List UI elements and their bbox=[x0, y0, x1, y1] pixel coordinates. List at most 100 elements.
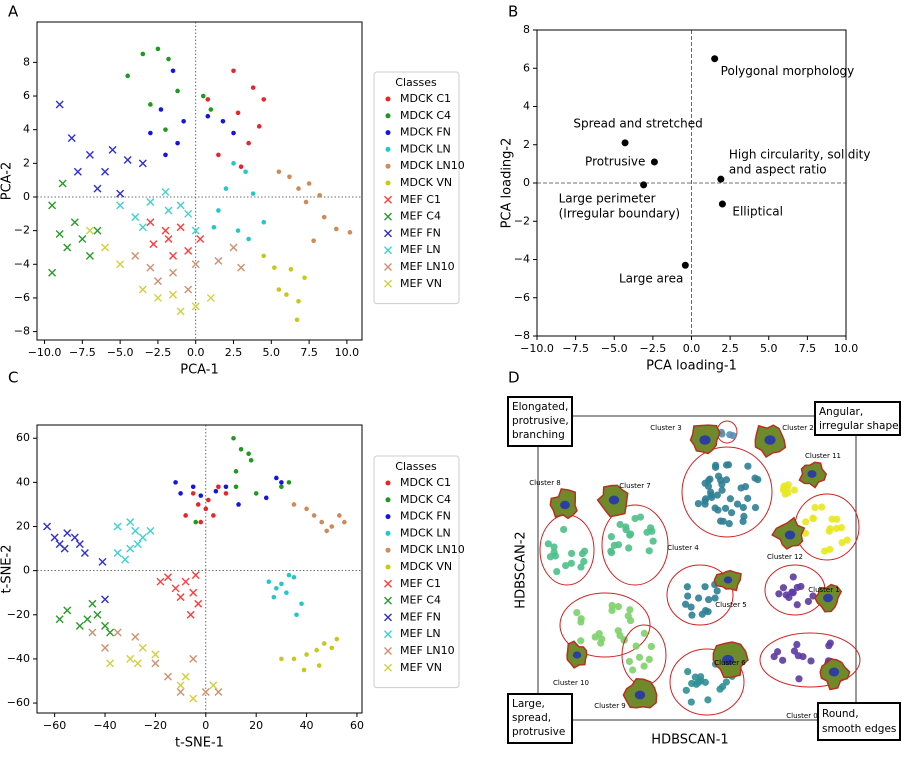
point bbox=[126, 544, 135, 553]
point bbox=[321, 641, 327, 646]
point bbox=[113, 522, 122, 531]
x-tick-label: −7.5 bbox=[562, 342, 589, 355]
y-tick-label: −60 bbox=[7, 696, 30, 709]
y-tick-label: −6 bbox=[514, 291, 530, 304]
point bbox=[163, 127, 168, 132]
point bbox=[214, 256, 223, 265]
legend-marker bbox=[384, 229, 392, 238]
point bbox=[73, 167, 82, 176]
point bbox=[161, 187, 170, 196]
cluster-dot bbox=[688, 679, 696, 688]
legend-label: MEF C1 bbox=[400, 577, 441, 590]
point bbox=[146, 218, 155, 227]
cluster-label: Cluster 10 bbox=[553, 679, 589, 687]
panel-letter: D bbox=[508, 369, 520, 387]
x-tick-label: 10.0 bbox=[335, 346, 360, 359]
legend-marker bbox=[385, 180, 391, 186]
point bbox=[208, 107, 214, 112]
point bbox=[151, 650, 160, 659]
point bbox=[231, 130, 236, 136]
point bbox=[263, 495, 269, 501]
cluster-dot bbox=[793, 601, 801, 609]
point bbox=[101, 595, 110, 604]
x-tick-label: −10.0 bbox=[28, 346, 62, 359]
point bbox=[334, 636, 340, 642]
cluster-dot bbox=[694, 499, 702, 508]
y-tick-label: 8 bbox=[523, 23, 530, 36]
point bbox=[291, 502, 297, 507]
plot-frame bbox=[536, 29, 847, 337]
point bbox=[314, 647, 319, 653]
legend-label: MDCK LN10 bbox=[400, 543, 465, 556]
legend-title: Classes bbox=[395, 460, 437, 473]
cluster-label: Cluster 11 bbox=[805, 452, 841, 460]
point bbox=[311, 238, 316, 244]
cluster-dot bbox=[751, 474, 759, 482]
legend-label: MEF C1 bbox=[400, 193, 441, 206]
x-tick-label: 2.5 bbox=[721, 342, 739, 355]
x-tick-label: 0.0 bbox=[187, 346, 205, 359]
point bbox=[321, 214, 327, 220]
point bbox=[284, 590, 289, 596]
x-tick-label: 7.5 bbox=[799, 342, 817, 355]
point bbox=[621, 139, 629, 147]
point bbox=[146, 198, 155, 207]
point bbox=[131, 526, 140, 535]
legend-label: MDCK C4 bbox=[400, 493, 451, 506]
point bbox=[140, 51, 146, 57]
cell-nucleus bbox=[572, 651, 582, 659]
legend-box bbox=[373, 455, 460, 689]
x-tick-label: −5.0 bbox=[601, 342, 628, 355]
cluster-dot bbox=[560, 525, 568, 534]
x-axis-label: t-SNE-1 bbox=[175, 736, 224, 751]
point bbox=[131, 213, 140, 222]
corner-label: spread, bbox=[512, 712, 551, 724]
legend-label: MDCK VN bbox=[400, 176, 452, 189]
diagram-x-label: HDBSCAN-1 bbox=[651, 733, 728, 748]
cluster-dot bbox=[580, 557, 588, 566]
cluster-dot bbox=[684, 668, 692, 676]
legend-label: MEF C4 bbox=[400, 210, 441, 223]
legend-marker bbox=[384, 579, 392, 588]
y-axis-label: PCA-2 bbox=[0, 162, 15, 201]
point bbox=[286, 572, 292, 578]
cluster-dot bbox=[795, 675, 803, 683]
cell-nucleus bbox=[723, 576, 733, 584]
cluster-dot bbox=[705, 596, 713, 604]
point bbox=[63, 606, 72, 615]
cluster-label: Cluster 9 bbox=[594, 702, 626, 710]
point bbox=[231, 435, 236, 441]
y-tick-label: 4 bbox=[523, 100, 530, 113]
cluster-dot bbox=[785, 593, 793, 602]
legend-marker bbox=[385, 514, 391, 520]
point bbox=[93, 184, 102, 193]
cluster-dot bbox=[789, 573, 797, 581]
point bbox=[198, 519, 204, 525]
point bbox=[301, 667, 307, 673]
legend-marker bbox=[385, 96, 391, 102]
point bbox=[78, 235, 87, 244]
point bbox=[711, 55, 719, 63]
corner-box bbox=[814, 401, 901, 436]
cluster-dot bbox=[825, 642, 833, 650]
point bbox=[276, 287, 282, 292]
point bbox=[347, 230, 353, 235]
legend-marker bbox=[385, 547, 391, 553]
legend-marker bbox=[385, 163, 391, 169]
cell-nucleus bbox=[823, 593, 833, 603]
point bbox=[133, 540, 142, 549]
point bbox=[43, 522, 52, 531]
point bbox=[205, 113, 211, 119]
point bbox=[248, 458, 254, 463]
legend-label: MEF LN10 bbox=[400, 644, 455, 657]
cluster-dot bbox=[779, 656, 787, 664]
point-label: Elliptical bbox=[732, 205, 783, 219]
legend-label: MEF LN bbox=[400, 243, 441, 256]
point bbox=[170, 68, 176, 74]
legend-label: MDCK C1 bbox=[400, 92, 451, 105]
point bbox=[299, 601, 304, 607]
plot-frame bbox=[36, 21, 363, 341]
cluster-dot bbox=[739, 503, 747, 512]
x-tick-label: −7.5 bbox=[69, 346, 96, 359]
